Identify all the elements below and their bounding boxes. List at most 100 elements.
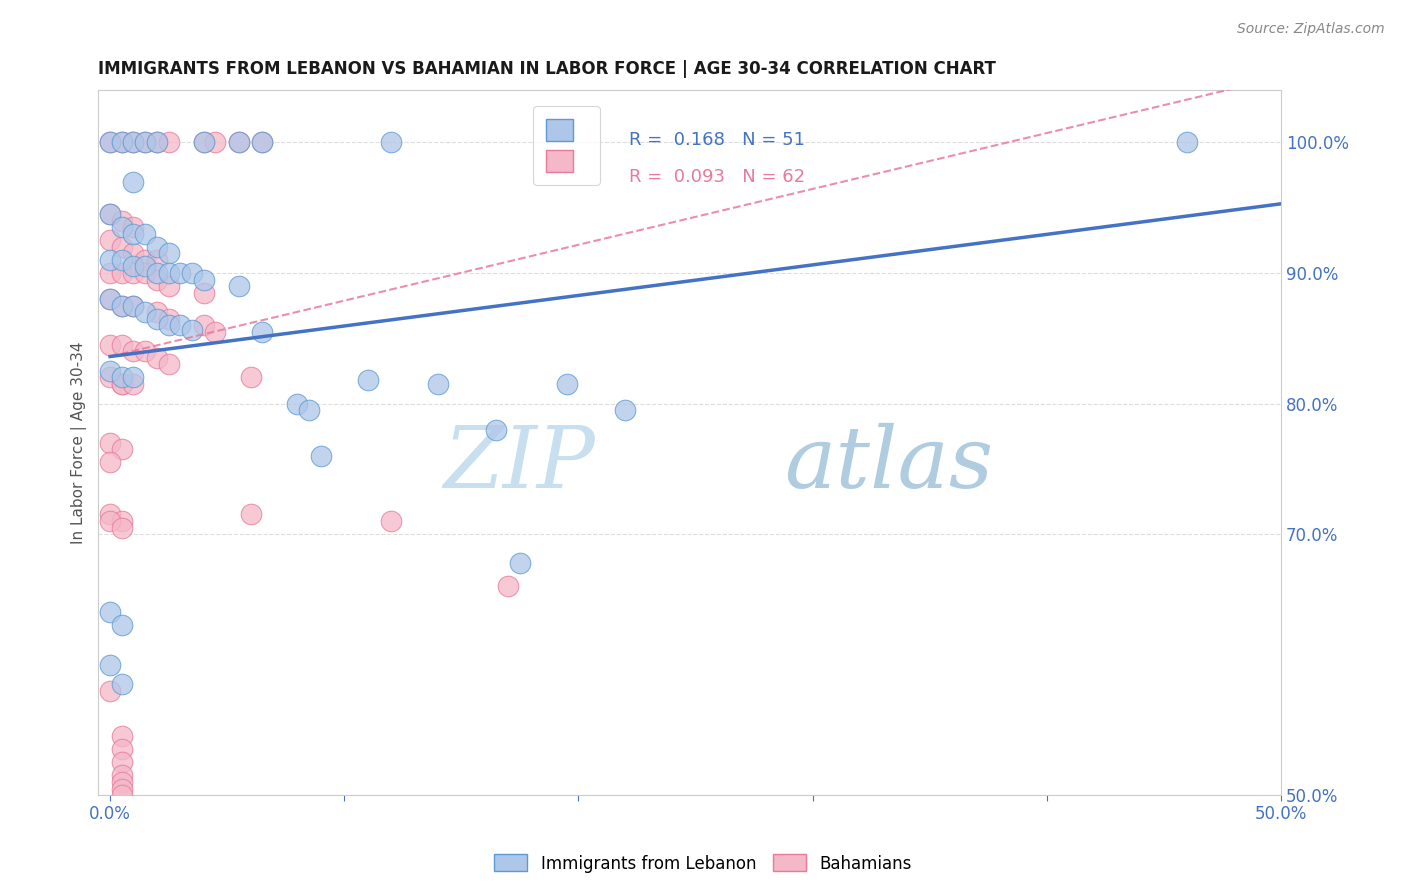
- Point: [98, 292, 121, 306]
- Point: [98, 207, 121, 221]
- Point: [252, 325, 274, 339]
- Point: [146, 266, 169, 280]
- Point: [157, 318, 180, 333]
- Point: [239, 508, 262, 522]
- Point: [157, 246, 180, 260]
- Point: [111, 781, 134, 796]
- Text: atlas: atlas: [785, 423, 994, 505]
- Point: [122, 260, 145, 274]
- Point: [98, 455, 121, 469]
- Point: [146, 136, 169, 150]
- Point: [98, 370, 121, 384]
- Point: [157, 136, 180, 150]
- Point: [111, 376, 134, 391]
- Point: [111, 677, 134, 691]
- Text: Source: ZipAtlas.com: Source: ZipAtlas.com: [1237, 22, 1385, 37]
- Point: [122, 136, 145, 150]
- Point: [555, 376, 578, 391]
- Point: [122, 344, 145, 359]
- Point: [98, 508, 121, 522]
- Point: [134, 266, 156, 280]
- Point: [146, 311, 169, 326]
- Point: [228, 136, 250, 150]
- Legend: Immigrants from Lebanon, Bahamians: Immigrants from Lebanon, Bahamians: [488, 847, 918, 880]
- Text: ZIP: ZIP: [443, 423, 595, 505]
- Point: [134, 305, 156, 319]
- Point: [252, 136, 274, 150]
- Point: [380, 514, 402, 528]
- Point: [485, 423, 508, 437]
- Point: [98, 136, 121, 150]
- Point: [134, 260, 156, 274]
- Point: [146, 240, 169, 254]
- Point: [157, 266, 180, 280]
- Point: [157, 279, 180, 293]
- Point: [111, 618, 134, 632]
- Legend: , : ,: [533, 106, 600, 185]
- Point: [98, 657, 121, 672]
- Point: [111, 240, 134, 254]
- Point: [614, 403, 637, 417]
- Point: [111, 338, 134, 352]
- Point: [134, 252, 156, 267]
- Text: R =  0.093   N = 62: R = 0.093 N = 62: [628, 168, 806, 186]
- Point: [356, 373, 378, 387]
- Point: [122, 246, 145, 260]
- Y-axis label: In Labor Force | Age 30-34: In Labor Force | Age 30-34: [72, 342, 87, 544]
- Point: [228, 136, 250, 150]
- Point: [122, 175, 145, 189]
- Point: [98, 435, 121, 450]
- Point: [111, 376, 134, 391]
- Point: [169, 266, 191, 280]
- Point: [298, 403, 321, 417]
- Point: [111, 520, 134, 534]
- Point: [239, 370, 262, 384]
- Point: [111, 756, 134, 770]
- Point: [157, 311, 180, 326]
- Point: [98, 233, 121, 247]
- Point: [122, 227, 145, 241]
- Point: [98, 292, 121, 306]
- Point: [169, 318, 191, 333]
- Point: [111, 299, 134, 313]
- Point: [193, 318, 215, 333]
- Point: [181, 266, 204, 280]
- Point: [496, 579, 519, 593]
- Point: [98, 252, 121, 267]
- Point: [111, 768, 134, 782]
- Point: [111, 742, 134, 756]
- Point: [134, 227, 156, 241]
- Point: [287, 396, 309, 410]
- Point: [380, 136, 402, 150]
- Point: [1175, 136, 1198, 150]
- Text: R =  0.168   N = 51: R = 0.168 N = 51: [628, 131, 806, 149]
- Point: [111, 266, 134, 280]
- Point: [98, 605, 121, 619]
- Point: [111, 214, 134, 228]
- Point: [122, 299, 145, 313]
- Point: [98, 683, 121, 698]
- Point: [193, 136, 215, 150]
- Point: [122, 220, 145, 235]
- Point: [122, 370, 145, 384]
- Point: [122, 299, 145, 313]
- Point: [111, 788, 134, 802]
- Point: [146, 136, 169, 150]
- Point: [509, 556, 531, 570]
- Point: [228, 279, 250, 293]
- Point: [122, 376, 145, 391]
- Point: [111, 514, 134, 528]
- Point: [98, 364, 121, 378]
- Point: [309, 449, 332, 463]
- Point: [193, 272, 215, 286]
- Point: [134, 136, 156, 150]
- Text: IMMIGRANTS FROM LEBANON VS BAHAMIAN IN LABOR FORCE | AGE 30-34 CORRELATION CHART: IMMIGRANTS FROM LEBANON VS BAHAMIAN IN L…: [98, 60, 997, 78]
- Point: [193, 136, 215, 150]
- Point: [134, 136, 156, 150]
- Point: [157, 357, 180, 371]
- Point: [181, 323, 204, 337]
- Point: [111, 442, 134, 457]
- Point: [111, 136, 134, 150]
- Point: [204, 325, 226, 339]
- Point: [252, 136, 274, 150]
